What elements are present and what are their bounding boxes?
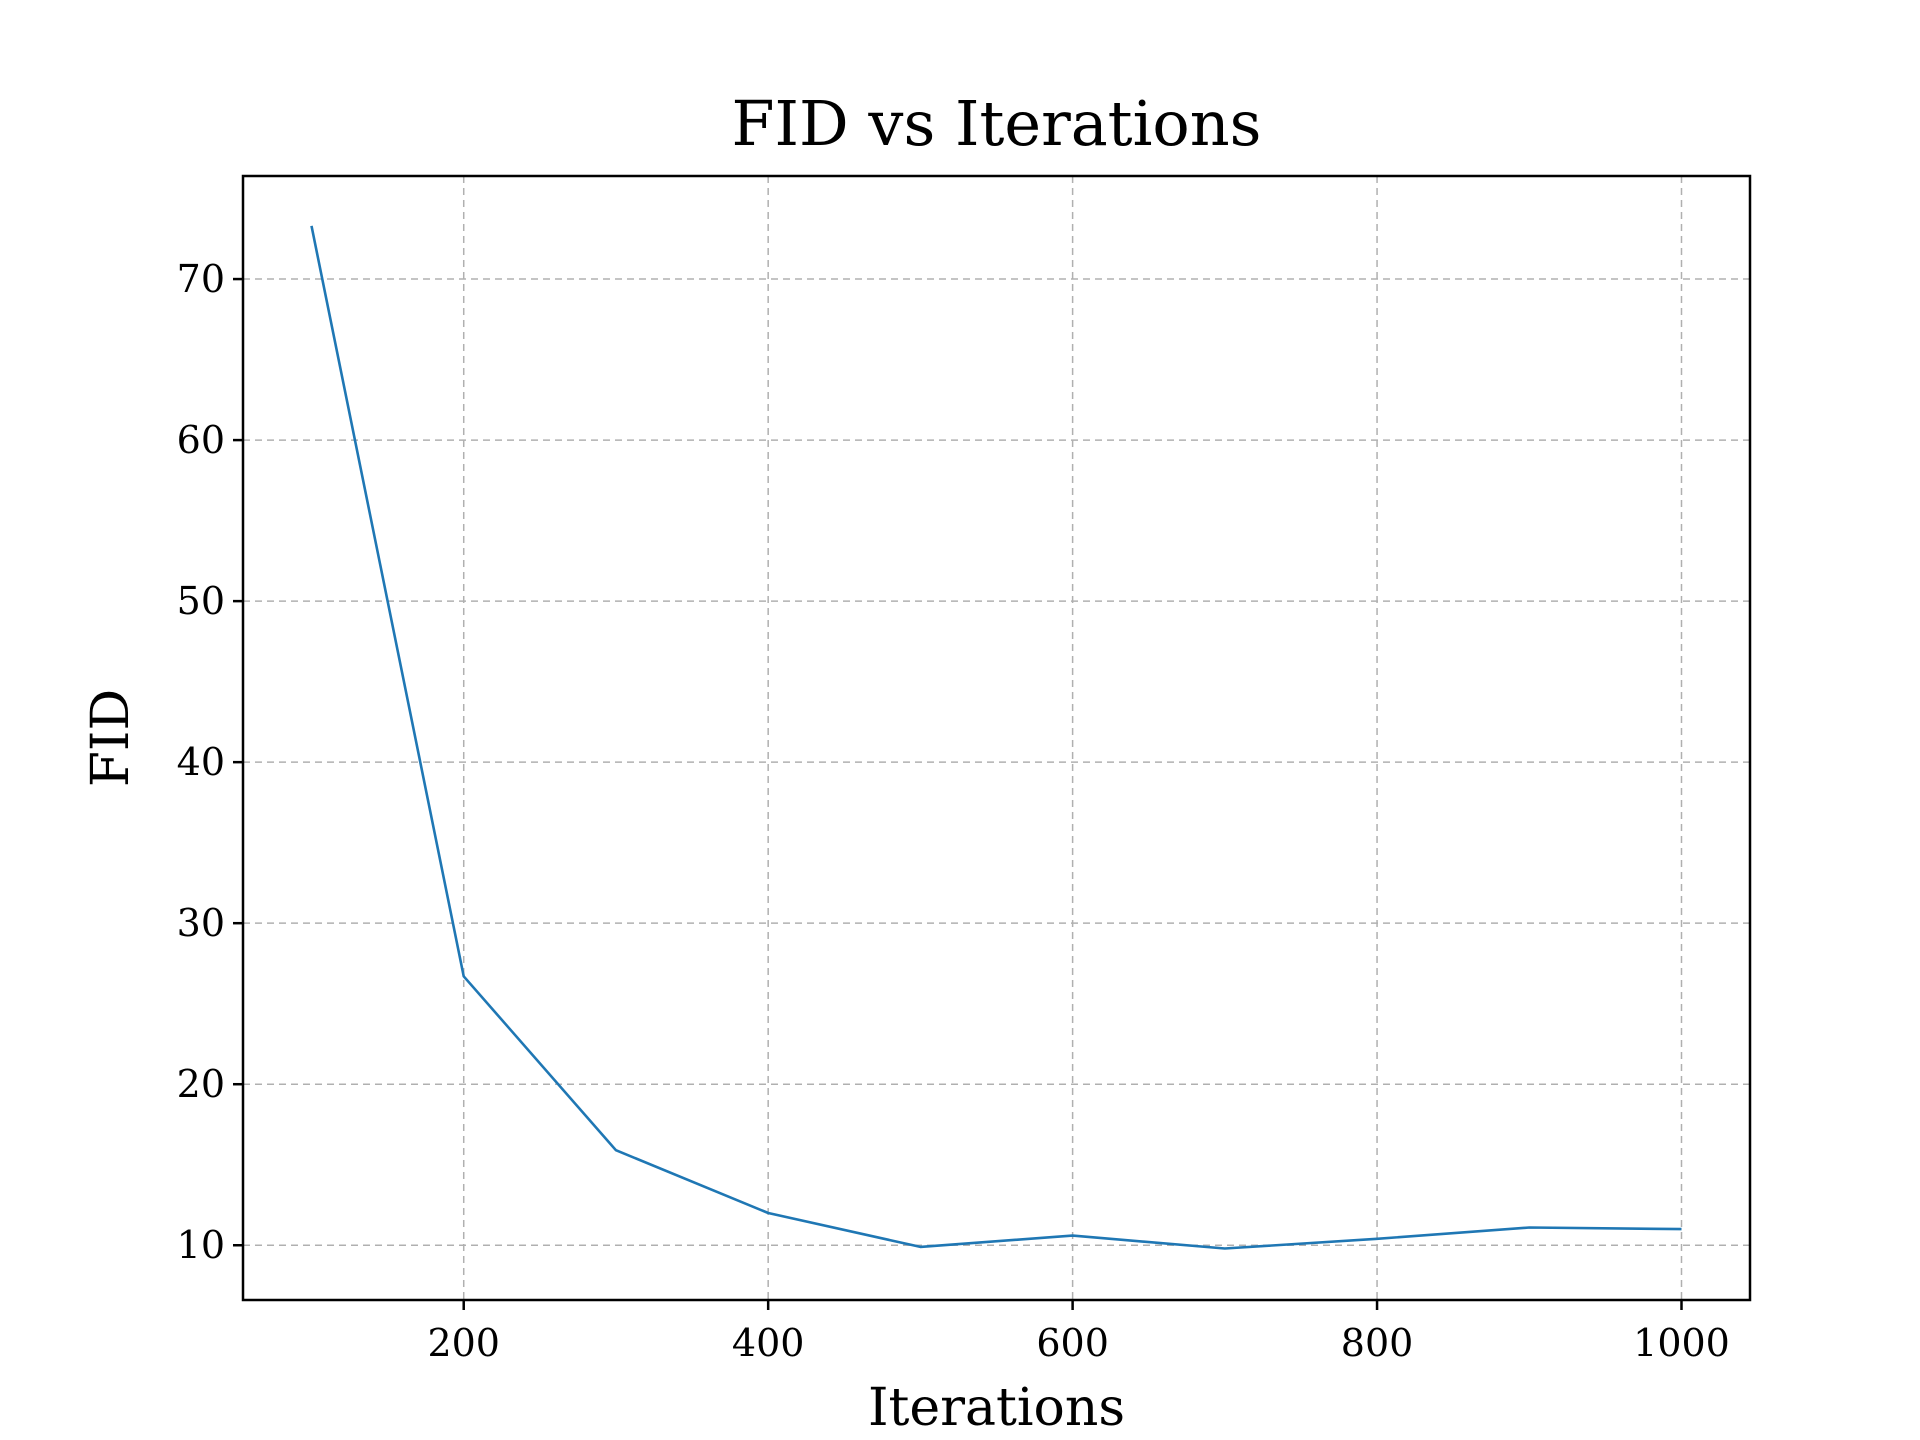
chart-title: FID vs Iterations xyxy=(732,87,1262,160)
series-layer xyxy=(310,225,1682,1250)
x-tick-label: 200 xyxy=(427,1321,500,1365)
fid-series-line xyxy=(310,225,1682,1250)
y-tick-label: 40 xyxy=(177,740,225,784)
tick-layer: 200 400 600 800 1000 10 20 30 40 50 60 70 xyxy=(177,257,1730,1365)
y-tick-label: 70 xyxy=(177,257,225,301)
x-tick-label: 600 xyxy=(1036,1321,1109,1365)
x-tick-label: 400 xyxy=(732,1321,805,1365)
y-tick-label: 50 xyxy=(177,579,225,623)
y-axis-label: FID xyxy=(81,689,141,787)
y-tick-label: 10 xyxy=(177,1223,225,1267)
x-tick-label: 1000 xyxy=(1633,1321,1730,1365)
x-axis-label: Iterations xyxy=(868,1378,1125,1438)
y-tick-label: 60 xyxy=(177,418,225,462)
y-tick-label: 30 xyxy=(177,901,225,945)
x-tick-label: 800 xyxy=(1341,1321,1414,1365)
plot-frame xyxy=(241,174,1752,1302)
y-tick-label: 20 xyxy=(177,1062,225,1106)
grid-layer xyxy=(243,176,1750,1300)
